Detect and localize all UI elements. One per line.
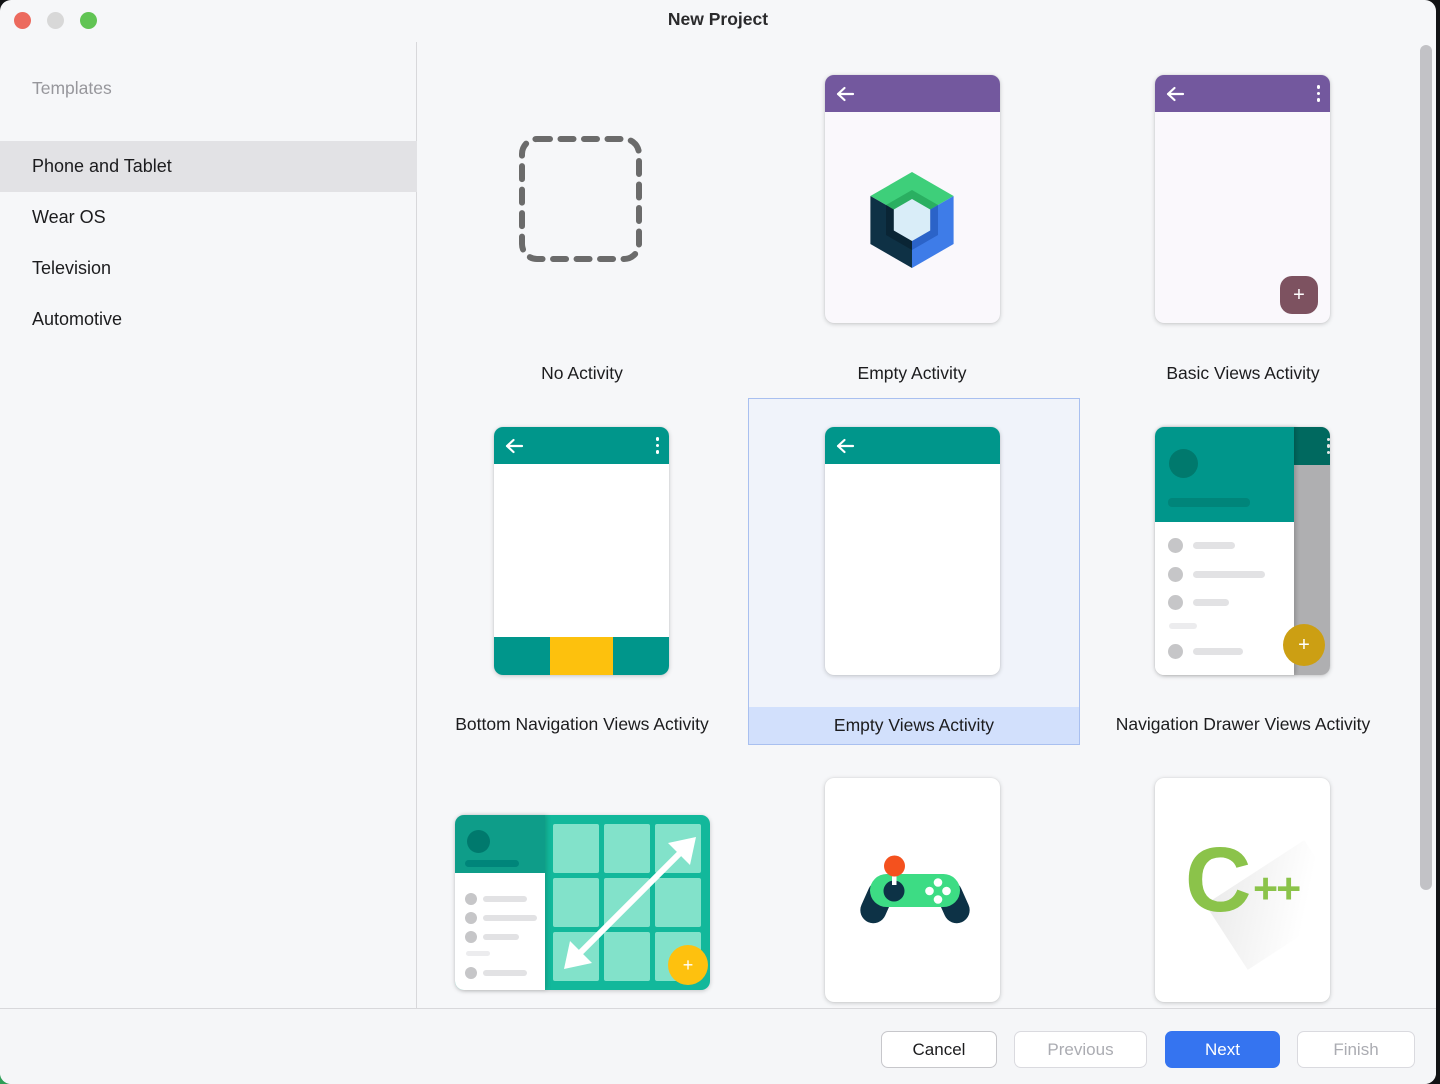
list-line <box>483 915 537 921</box>
divider-line <box>1169 623 1197 629</box>
phone-mockup-empty-views[interactable] <box>825 427 1000 675</box>
phone-appbar <box>825 427 1000 464</box>
phone-appbar <box>1155 75 1330 112</box>
kebab-menu-icon <box>1326 437 1330 455</box>
bottom-nav-bar <box>494 637 669 675</box>
close-window-button[interactable] <box>14 12 31 29</box>
drawer-panel <box>455 815 545 990</box>
vertical-scrollbar-thumb[interactable] <box>1420 45 1432 890</box>
finish-button[interactable]: Finish <box>1297 1031 1415 1068</box>
back-arrow-icon <box>836 438 855 453</box>
bottom-nav-selected-segment <box>550 637 613 675</box>
fab-plus: + <box>668 945 708 985</box>
drawer-header <box>455 815 545 873</box>
fab-plus: + <box>1280 276 1318 314</box>
template-label: Empty Views Activity <box>749 707 1079 744</box>
zoom-window-button[interactable] <box>80 12 97 29</box>
window-title: New Project <box>667 9 769 29</box>
list-line <box>1193 648 1243 655</box>
avatar-circle <box>1169 449 1198 478</box>
templates-sidebar: Templates Phone and Tablet Wear OS Telev… <box>0 42 417 1008</box>
list-icon <box>1168 538 1183 553</box>
template-label: No Activity <box>541 363 623 383</box>
minimize-window-button[interactable] <box>47 12 64 29</box>
back-arrow-icon <box>1166 86 1185 101</box>
list-icon <box>465 967 477 979</box>
avatar-circle <box>467 830 490 853</box>
kebab-menu-icon <box>655 437 659 454</box>
template-label: Empty Activity <box>857 363 967 383</box>
diagonal-resize-arrow-icon <box>564 837 696 969</box>
list-line <box>1193 599 1229 606</box>
list-line <box>483 896 527 902</box>
phone-mockup <box>494 427 669 675</box>
list-icon <box>465 893 477 905</box>
list-icon <box>1168 567 1183 582</box>
window-controls <box>14 12 97 29</box>
phone-mockup: + <box>1155 75 1330 323</box>
next-button[interactable]: Next <box>1165 1031 1280 1068</box>
back-arrow-icon <box>505 438 524 453</box>
dashed-square-icon <box>519 136 642 262</box>
sidebar-item-phone-and-tablet[interactable]: Phone and Tablet <box>0 141 417 192</box>
list-icon <box>1168 595 1183 610</box>
game-controller-icon <box>860 855 970 924</box>
strip-appbar <box>1293 427 1330 465</box>
name-placeholder <box>1168 498 1250 507</box>
titlebar: New Project <box>0 0 1436 42</box>
template-game-activity[interactable] <box>825 778 1000 1002</box>
sidebar-item-automotive[interactable]: Automotive <box>32 309 123 329</box>
sidebar-header: Templates <box>32 78 112 98</box>
cancel-button[interactable]: Cancel <box>881 1031 997 1068</box>
previous-button[interactable]: Previous <box>1014 1031 1147 1068</box>
list-line <box>1193 542 1235 549</box>
list-icon <box>465 912 477 924</box>
list-line <box>483 934 519 940</box>
list-line <box>483 970 527 976</box>
template-label: Bottom Navigation Views Activity <box>455 714 709 734</box>
template-native-cpp[interactable]: C ++ <box>1155 778 1330 1002</box>
list-icon <box>465 931 477 943</box>
jetpack-compose-logo <box>870 172 954 268</box>
phone-appbar <box>825 75 1000 112</box>
phone-appbar <box>494 427 669 464</box>
phone-mockup <box>825 75 1000 323</box>
fab-plus: + <box>1283 624 1325 666</box>
template-label: Basic Views Activity <box>1166 363 1320 383</box>
drawer-header <box>1155 427 1294 522</box>
divider-line <box>466 951 490 956</box>
phone-mockup: + <box>1155 427 1330 675</box>
template-responsive-views-activity[interactable]: + <box>455 815 710 990</box>
drawer-panel <box>1155 427 1294 675</box>
name-placeholder <box>465 860 519 867</box>
cpp-logo-plus-plus: ++ <box>1253 865 1301 913</box>
back-arrow-icon <box>836 86 855 101</box>
kebab-menu-icon <box>1316 85 1320 102</box>
sidebar-item-wear-os[interactable]: Wear OS <box>32 207 106 227</box>
sidebar-item-television[interactable]: Television <box>32 258 112 278</box>
dialog-footer: Cancel Previous Next Finish <box>0 1008 1436 1084</box>
list-icon <box>1168 644 1183 659</box>
list-line <box>1193 571 1265 578</box>
cpp-logo-c: C <box>1185 829 1252 931</box>
template-label: Navigation Drawer Views Activity <box>1115 714 1371 734</box>
